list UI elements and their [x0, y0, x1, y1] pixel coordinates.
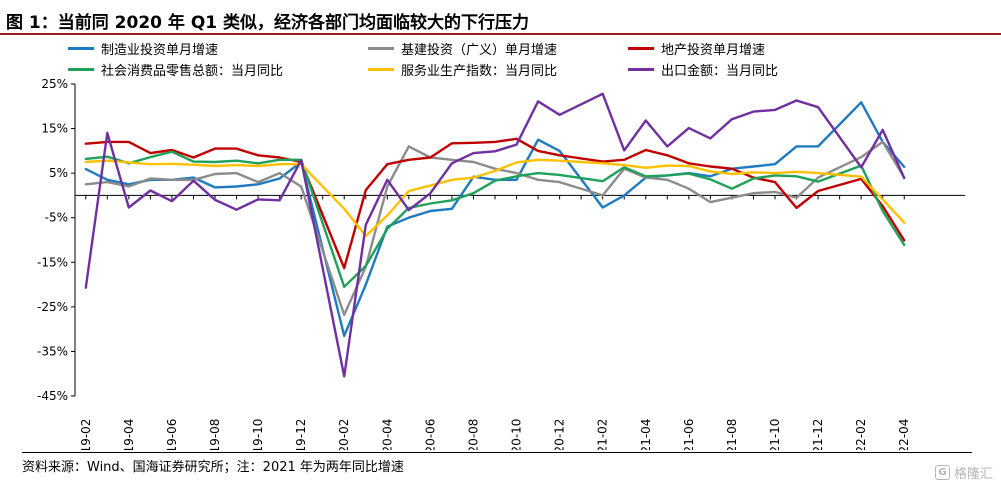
title-divider — [0, 33, 1001, 35]
x-tick-label: 21-04 — [639, 419, 653, 450]
x-tick-label: 20-08 — [466, 419, 480, 450]
x-tick-label: 21-12 — [811, 419, 825, 450]
x-tick-label: 21-06 — [682, 419, 696, 450]
x-tick-label: 20-04 — [380, 419, 394, 450]
x-tick-label: 19-12 — [294, 419, 308, 450]
x-tick-label: 19-04 — [122, 419, 136, 450]
x-tick-label: 20-06 — [423, 419, 437, 450]
chart-legend: 制造业投资单月增速 基建投资（广义）单月增速 地产投资单月增速社会消费品零售总额：当… — [68, 38, 948, 80]
legend-swatch — [368, 67, 394, 71]
x-tick-label: 19-06 — [165, 419, 179, 450]
legend-swatch — [628, 67, 654, 71]
x-tick-label: 21-10 — [768, 419, 782, 450]
y-tick-label: 15% — [41, 122, 68, 136]
y-tick-label: -35% — [37, 344, 68, 358]
x-tick-label: 21-08 — [725, 419, 739, 450]
legend-swatch — [628, 46, 654, 50]
legend-label: 制造业投资单月增速 — [101, 42, 219, 58]
legend-item-5: 出口金额：当月同比 — [628, 59, 778, 79]
source-divider — [22, 452, 972, 453]
legend-item-4: 服务业生产指数：当月同比 — [368, 59, 557, 79]
x-tick-label: 22-04 — [897, 419, 911, 450]
y-tick-label: -5% — [45, 211, 68, 225]
watermark-text: 格隆汇 — [953, 467, 993, 482]
watermark: G 格隆汇 — [934, 463, 993, 482]
legend-item-3: 社会消费品零售总额：当月同比 — [68, 59, 283, 79]
series-line-5 — [84, 92, 906, 378]
series-line-3 — [84, 150, 906, 289]
legend-item-0: 制造业投资单月增速 — [68, 38, 218, 58]
legend-label: 基建投资（广义）单月增速 — [401, 42, 558, 58]
x-tick-label: 20-10 — [510, 419, 524, 450]
chart-title: 图 1：当前同 2020 年 Q1 类似，经济各部门均面临较大的下行压力 — [6, 13, 530, 33]
legend-item-1: 基建投资（广义）单月增速 — [368, 38, 557, 58]
x-tick-label: 21-02 — [596, 419, 610, 450]
x-tick-label: 22-02 — [854, 419, 868, 450]
y-tick-label: -45% — [37, 389, 68, 403]
source-note: 资料来源：Wind、国海证券研究所；注：2021 年为两年同比增速 — [22, 460, 404, 475]
legend-swatch — [368, 46, 394, 50]
legend-label: 地产投资单月增速 — [661, 42, 766, 58]
legend-swatch — [68, 67, 94, 71]
line-chart: 25% 15% 5% -5% -15% -25% -35% -45% 19-02 19-04 19-… — [37, 78, 965, 450]
y-tick-label: 25% — [41, 78, 68, 91]
x-tick-label: 19-08 — [208, 419, 222, 450]
series-line-0 — [84, 101, 906, 337]
legend-item-2: 地产投资单月增速 — [628, 38, 765, 58]
x-tick-label: 20-02 — [337, 419, 351, 450]
x-tick-label: 20-12 — [553, 419, 567, 450]
series-line-1 — [84, 140, 906, 317]
y-tick-label: -25% — [37, 300, 68, 314]
x-tick-label: 19-02 — [79, 419, 93, 450]
y-tick-label: -15% — [37, 255, 68, 269]
legend-swatch — [68, 46, 94, 50]
y-tick-label: 5% — [49, 166, 68, 180]
series-line-4 — [84, 158, 906, 238]
watermark-logo-icon: G — [934, 465, 950, 480]
legend-label: 出口金额：当月同比 — [661, 63, 779, 79]
x-tick-label: 19-10 — [251, 419, 265, 450]
legend-label: 社会消费品零售总额：当月同比 — [101, 63, 284, 79]
legend-label: 服务业生产指数：当月同比 — [401, 63, 558, 79]
